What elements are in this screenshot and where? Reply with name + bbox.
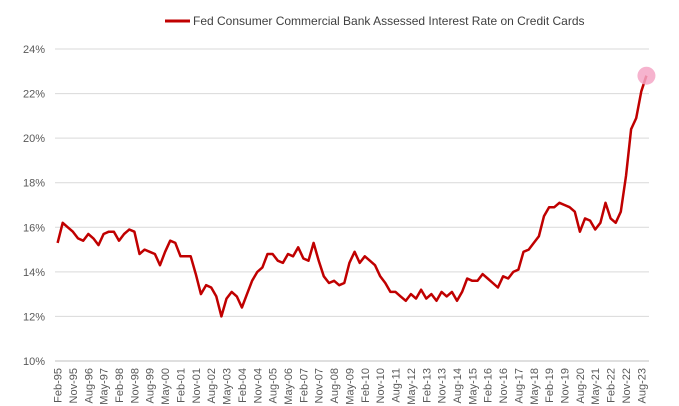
x-tick-label: Feb-13 <box>421 368 433 403</box>
x-tick-label: Aug-20 <box>575 368 587 403</box>
x-tick-label: May-21 <box>590 368 602 405</box>
x-tick-label: May-97 <box>99 368 111 405</box>
x-tick-label: Feb-22 <box>606 368 618 403</box>
x-tick-label: Aug-17 <box>513 368 525 403</box>
legend-label: Fed Consumer Commercial Bank Assessed In… <box>193 14 585 28</box>
x-tick-label: Nov-04 <box>252 368 264 403</box>
x-tick-label: Aug-02 <box>206 368 218 403</box>
x-tick-label: May-09 <box>344 368 356 405</box>
x-tick-label: Aug-11 <box>391 368 403 403</box>
y-tick-label: 22% <box>23 89 45 101</box>
x-tick-label: May-12 <box>406 368 418 405</box>
x-tick-label: Nov-95 <box>68 368 80 403</box>
x-tick-label: Feb-04 <box>237 368 249 403</box>
x-tick-label: Aug-05 <box>268 368 280 403</box>
x-tick-label: Nov-19 <box>560 368 572 403</box>
y-tick-label: 16% <box>23 222 45 234</box>
x-tick-label: Aug-08 <box>329 368 341 403</box>
x-tick-label: Feb-07 <box>298 368 310 403</box>
x-tick-label: Feb-98 <box>114 368 126 403</box>
y-tick-label: 12% <box>23 311 45 323</box>
y-tick-label: 20% <box>23 133 45 145</box>
x-tick-label: Feb-19 <box>544 368 556 403</box>
x-tick-label: Nov-16 <box>498 368 510 403</box>
x-tick-label: May-06 <box>283 368 295 405</box>
x-tick-label: May-03 <box>222 368 234 405</box>
x-tick-label: Aug-96 <box>83 368 95 403</box>
x-tick-label: Nov-10 <box>375 368 387 403</box>
x-tick-label: Aug-14 <box>452 368 464 403</box>
y-tick-label: 18% <box>23 178 45 190</box>
x-tick-label: Feb-16 <box>483 368 495 403</box>
legend: Fed Consumer Commercial Bank Assessed In… <box>165 14 585 28</box>
x-tick-label: Nov-98 <box>129 368 141 403</box>
y-tick-label: 14% <box>23 267 45 279</box>
x-tick-label: Nov-01 <box>191 368 203 403</box>
x-tick-label: May-00 <box>160 368 172 405</box>
x-tick-label: Aug-23 <box>636 368 648 403</box>
gridlines <box>55 48 649 362</box>
x-tick-label: May-18 <box>529 368 541 405</box>
x-tick-label: Aug-99 <box>145 368 157 403</box>
latest-point-marker <box>637 66 656 85</box>
x-tick-label: May-15 <box>467 368 479 405</box>
y-tick-label: 10% <box>23 356 45 368</box>
x-tick-label: Nov-13 <box>437 368 449 403</box>
x-tick-label: Feb-10 <box>360 368 372 403</box>
y-axis: 10% 12% 14% 16% 18% 20% 22% 24% <box>23 44 45 368</box>
series-layer <box>56 66 656 318</box>
x-axis: Feb-95 Nov-95 Aug-96 May-97 Feb-98 Nov-98 Aug-… <box>53 368 649 405</box>
x-tick-label: Feb-95 <box>53 368 65 403</box>
x-tick-label: Feb-01 <box>175 368 187 403</box>
y-tick-label: 24% <box>23 44 45 56</box>
x-tick-label: Nov-07 <box>314 368 326 403</box>
x-tick-label: Nov-22 <box>621 368 633 403</box>
series-line <box>56 75 648 318</box>
